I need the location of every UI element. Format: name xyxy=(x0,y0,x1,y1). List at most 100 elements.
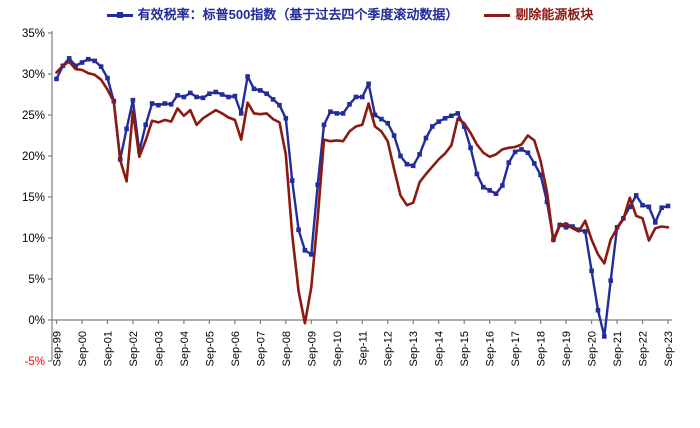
sp500-marker xyxy=(653,220,658,225)
sp500-marker xyxy=(92,58,97,64)
sp500-marker xyxy=(532,161,537,166)
sp500-marker xyxy=(226,94,231,100)
sp500-marker xyxy=(264,91,269,96)
x-axis-label: Sep-19 xyxy=(561,331,573,366)
sp500-marker xyxy=(461,124,467,129)
y-axis-label: 10% xyxy=(22,233,45,245)
sp500-marker xyxy=(321,122,327,128)
sp500-marker xyxy=(417,152,422,157)
sp500-marker xyxy=(474,171,480,177)
sp500-marker xyxy=(525,150,531,155)
ex-energy-line-icon xyxy=(484,13,511,17)
sp500-marker xyxy=(481,184,486,190)
sp500-marker xyxy=(238,111,244,116)
sp500-marker xyxy=(328,109,333,114)
x-axis-label: Sep-08 xyxy=(281,331,293,366)
sp500-marker xyxy=(251,86,257,92)
y-axis-label: 0% xyxy=(28,315,45,327)
y-axis-label: 15% xyxy=(22,192,45,204)
sp500-marker xyxy=(449,113,454,119)
x-axis-label: Sep-01 xyxy=(102,331,114,366)
sp500-marker xyxy=(570,224,575,229)
sp500-marker xyxy=(608,278,613,283)
sp500-marker xyxy=(200,95,206,101)
y-axis-label: 5% xyxy=(28,274,45,286)
x-axis-label: Sep-16 xyxy=(485,331,497,366)
x-axis-label: Sep-05 xyxy=(204,331,216,366)
x-axis-label: Sep-02 xyxy=(128,331,140,366)
sp500-marker xyxy=(315,182,320,187)
sp500-marker xyxy=(360,94,365,100)
sp500-line-square-icon xyxy=(106,11,133,18)
sp500-marker xyxy=(175,93,180,98)
sp500-marker xyxy=(340,111,346,116)
x-axis-label: Sep-99 xyxy=(52,331,64,366)
sp500-line xyxy=(55,57,670,338)
y-axis-label: 35% xyxy=(22,28,45,40)
x-axis-label: Sep-03 xyxy=(153,331,165,366)
sp500-marker xyxy=(366,81,371,87)
sp500-marker xyxy=(640,202,645,208)
sp500-marker xyxy=(410,163,416,169)
sp500-marker xyxy=(442,116,448,121)
sp500-marker xyxy=(455,111,461,116)
y-axis-label: 25% xyxy=(22,110,45,122)
sp500-marker xyxy=(258,88,263,93)
sp500-marker xyxy=(506,160,512,165)
sp500-marker xyxy=(73,63,78,69)
sp500-marker xyxy=(627,204,633,210)
sp500-marker xyxy=(54,76,59,82)
sp500-marker xyxy=(156,102,161,108)
sp500-marker xyxy=(309,252,314,257)
sp500-marker xyxy=(130,97,136,103)
legend-item-ex-energy: 剔除能源板块 xyxy=(484,7,593,23)
sp500-marker xyxy=(436,119,441,124)
sp500-marker xyxy=(277,102,282,108)
sp500-marker xyxy=(385,120,390,126)
sp500-marker xyxy=(289,178,295,183)
sp500-marker xyxy=(582,229,588,234)
sp500-marker xyxy=(646,204,652,210)
sp500-marker xyxy=(563,225,569,230)
x-axis-label: Sep-17 xyxy=(510,331,522,366)
sp500-marker xyxy=(149,101,155,106)
sp500-marker xyxy=(302,248,308,253)
sp500-marker xyxy=(124,126,129,132)
sp500-marker xyxy=(404,161,410,167)
sp500-marker xyxy=(66,56,72,61)
x-axis-label: Sep-20 xyxy=(587,331,599,366)
sp500-marker xyxy=(602,334,607,339)
sp500-marker xyxy=(391,133,397,138)
sp500-marker xyxy=(493,191,499,196)
sp500-marker xyxy=(347,102,352,107)
sp500-marker xyxy=(334,111,340,116)
sp500-marker xyxy=(512,149,518,155)
sp500-marker xyxy=(353,94,359,100)
sp500-marker xyxy=(168,102,174,107)
sp500-marker xyxy=(143,122,148,128)
x-axis-label: Sep-04 xyxy=(179,331,191,366)
x-axis-label: Sep-23 xyxy=(663,331,675,366)
legend: 有效税率：标普500指数（基于过去四个季度滚动数据） 剔除能源板块 xyxy=(0,7,700,23)
ex-energy-line xyxy=(55,60,670,325)
sp500-markers xyxy=(54,56,671,339)
y-axis-label: 20% xyxy=(22,151,45,163)
legend-label-ex-energy: 剔除能源板块 xyxy=(515,7,594,22)
sp500-marker xyxy=(430,124,435,129)
x-axis-label: Sep-22 xyxy=(638,331,650,366)
sp500-marker xyxy=(468,145,473,151)
sp500-marker xyxy=(105,75,110,81)
x-axis-label: Sep-06 xyxy=(230,331,242,366)
sp500-marker xyxy=(79,60,85,65)
sp500-marker xyxy=(487,188,492,193)
legend-label-sp500: 有效税率：标普500指数（基于过去四个季度滚动数据） xyxy=(137,7,459,22)
sp500-marker xyxy=(232,93,238,99)
x-axis-label: Sep-10 xyxy=(332,331,344,366)
sp500-marker xyxy=(538,172,543,178)
x-axis-label: Sep-11 xyxy=(357,331,369,366)
sp500-marker xyxy=(423,135,429,141)
sp500-marker xyxy=(372,112,378,118)
x-axis-label: Sep-15 xyxy=(459,331,471,366)
